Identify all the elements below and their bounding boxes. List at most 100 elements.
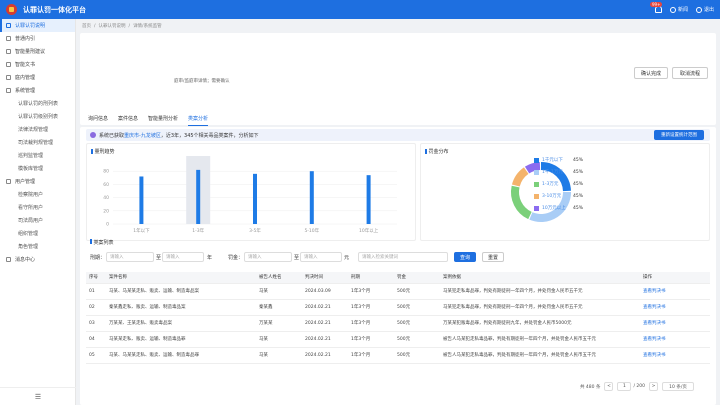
legend-item: 1千-1万元 45% [534, 169, 583, 175]
sidebar-item-1[interactable]: 普通内引 [0, 32, 75, 45]
logout-label: 退出 [703, 7, 714, 13]
sidebar: 认罪认罚说明 普通内引 智能量刑建议 智能文书 庭内管理 系统管理 认罪认罚的刑列表 认罪认… [0, 19, 76, 405]
table-cell-name: 马某、马某某走私、贩卖、运输、制造毒品罪 [106, 347, 256, 364]
tab-similar-cases[interactable]: 类案分析 [188, 115, 209, 126]
view-judgment-link[interactable]: 查看判决书 [640, 315, 710, 332]
to-label: 至 [294, 255, 300, 261]
cancel-flow-button[interactable]: 取消流程 [672, 67, 708, 79]
table-cell-basis: 被告人马某犯走私毒品罪，判处有期徒刑一年四个月，并处罚金人民币五千元 [440, 347, 640, 364]
sidebar-item-2[interactable]: 智能量刑建议 [0, 45, 75, 58]
reset-button[interactable]: 重置 [482, 252, 504, 262]
table-cell-person: 马某 [256, 347, 302, 364]
tab-sentencing[interactable]: 智能量刑分析 [148, 116, 179, 122]
legend-swatch [534, 181, 539, 187]
sidebar-subitem[interactable]: 角色管理 [18, 244, 39, 250]
donut-slice[interactable] [540, 162, 571, 192]
sidebar-subitem[interactable]: 模板库管理 [18, 166, 44, 172]
prev-page-button[interactable]: < [604, 382, 614, 391]
page-total: / 200 [633, 384, 645, 389]
legend-item: 1千元以下 45% [534, 157, 583, 163]
legend-swatch [534, 205, 539, 211]
column-header: 序号 [86, 272, 106, 284]
y-tick-label: 20 [103, 208, 109, 214]
legend-value: 45% [573, 205, 584, 211]
column-header: 罚金 [394, 272, 440, 284]
sidebar-subitem[interactable]: 司法局用户 [18, 218, 44, 224]
sidebar-item-4[interactable]: 庭内管理 [0, 71, 75, 84]
sidebar-item-user[interactable]: 用户管理 [0, 175, 75, 188]
news-button[interactable]: 新闻 [669, 6, 688, 13]
tab-case[interactable]: 案件信息 [118, 116, 139, 122]
emblem-logo [6, 4, 17, 15]
sidebar-subitem[interactable]: 司法裁判规管理 [18, 140, 54, 146]
table-cell-name: 马某、马某某走私、贩卖、运输、制造毒品案 [106, 283, 256, 300]
sidebar-item-0[interactable]: 认罪认罚说明 [0, 19, 75, 32]
table-cell-term: 1年3个月 [348, 331, 394, 348]
table-section-title: 类案列表 [90, 239, 114, 246]
table-cell-term: 1年3个月 [348, 315, 394, 332]
confirm-button[interactable]: 确认完成 [634, 67, 668, 79]
notification-button[interactable] [654, 6, 662, 13]
top-bar: 认罪认罚一体化平台 新闻 退出 [0, 0, 720, 19]
case-table: 序号 案件名称 被告人姓名 判决时间 刑期 罚金 案例依据 操作 01 马某、马某某走私、贩卖、… [86, 272, 710, 364]
bar[interactable] [309, 171, 314, 224]
sidebar-subitem[interactable]: 巡判监管理 [18, 153, 44, 159]
sidebar-subitem[interactable]: 法律法规管理 [18, 127, 49, 133]
search-button[interactable]: 查询 [454, 252, 476, 262]
to-label: 至 [156, 255, 162, 261]
column-header: 操作 [640, 272, 710, 284]
bar[interactable] [253, 173, 257, 224]
sidebar-subitem[interactable]: 检察院用户 [18, 192, 44, 198]
donut-slice[interactable] [511, 167, 529, 187]
column-header: 刑期 [348, 272, 394, 284]
table-cell-basis: 万某某犯贩毒品罪，判处有期徒刑九年，并处罚金人民币5000元 [440, 315, 640, 332]
sidebar-item-5[interactable]: 系统管理 [0, 84, 75, 97]
legend-swatch [534, 157, 539, 163]
table-cell-date: 2024.02.21 [302, 347, 348, 364]
view-judgment-link[interactable]: 查看判决书 [640, 283, 710, 300]
year-unit: 年 [207, 255, 213, 261]
sidebar-item-message[interactable]: 消息中心 [0, 253, 75, 266]
x-tick-label: 10年以上 [359, 227, 379, 234]
donut-slice[interactable] [529, 191, 571, 222]
fine-min-input[interactable]: 请输入 [244, 252, 292, 262]
breadcrumb-home[interactable]: 首页 [82, 24, 91, 29]
menu-item-icon [6, 88, 11, 93]
table-cell-basis: 马某犯走私毒品罪，判处有期徒刑一年四个月，并处罚金人民币五千元 [440, 283, 640, 300]
sidebar-subitem[interactable]: 组织管理 [18, 231, 39, 237]
donut-slice[interactable] [524, 162, 541, 174]
notice-bar: 系统已获取 重庆市-九龙坡区 ，近3年，345个相关毒品类案件，分析如下 [86, 129, 710, 141]
view-judgment-link[interactable]: 查看判决书 [640, 331, 710, 348]
logout-button[interactable]: 退出 [695, 6, 714, 13]
keyword-input[interactable]: 请输入检索关键词 [358, 252, 448, 262]
sidebar-subitem[interactable]: 认罪认罚级别列表 [18, 114, 59, 120]
breadcrumb-list[interactable]: 认罪认罚说明 [98, 24, 126, 29]
table-cell-fine: 500元 [394, 299, 440, 316]
legend-label: 1-3万元 [542, 182, 559, 187]
column-header: 被告人姓名 [256, 272, 302, 284]
sidebar-subitem[interactable]: 看守所用户 [18, 205, 44, 211]
tab-inquiry[interactable]: 询问信息 [88, 116, 109, 122]
bar[interactable] [366, 175, 371, 224]
notification-badge: 99+ [650, 2, 663, 7]
sidebar-subitem[interactable]: 认罪认罚的刑列表 [18, 101, 59, 107]
table-cell-fine: 500元 [394, 283, 440, 300]
sidebar-item-3[interactable]: 智能文书 [0, 58, 75, 71]
donut-slice[interactable] [511, 185, 532, 220]
view-judgment-link[interactable]: 查看判决书 [640, 347, 710, 364]
collapse-sidebar-button[interactable]: ☰ [0, 387, 76, 405]
reset-range-button[interactable]: 重新设置统计范围 [654, 130, 704, 140]
next-page-button[interactable]: > [649, 382, 658, 391]
table-cell-person: 马某 [256, 331, 302, 348]
table-cell-no: 03 [86, 315, 106, 332]
sentence-min-input[interactable]: 请输入 [106, 252, 154, 262]
fine-max-input[interactable]: 请输入 [300, 252, 342, 262]
legend-item: 1-3万元 45% [534, 181, 583, 187]
bar[interactable] [196, 169, 201, 224]
table-cell-name: 万某某、王某走私、贩卖毒品案 [106, 315, 256, 332]
page-input[interactable]: 1 [617, 382, 632, 391]
bar[interactable] [139, 176, 144, 224]
sentence-max-input[interactable]: 请输入 [162, 252, 204, 262]
view-judgment-link[interactable]: 查看判决书 [640, 299, 710, 316]
page-size-select[interactable]: 10 条/页 [662, 382, 694, 391]
